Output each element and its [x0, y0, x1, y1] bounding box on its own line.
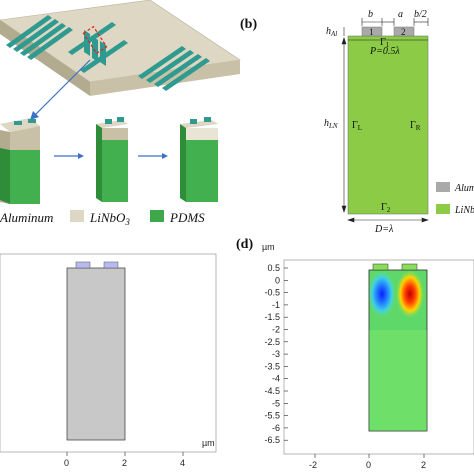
legend-b-aluminum-label: Alum: [454, 183, 474, 194]
electrode-2-label: 2: [401, 27, 406, 37]
gamma-l-label: ΓL: [352, 120, 362, 132]
field-electrode-1: [372, 263, 389, 271]
field-domain-outline: [368, 269, 428, 432]
field-lobe-positive: [396, 270, 424, 318]
y-tick-label-d: -5.5: [264, 411, 280, 421]
y-tick-label-d: 0.5: [267, 263, 280, 273]
y-axis-d: 0.5 0 -0.5 -1 -1.5 -2 -2.5 -3 -3.5 -4 -4.5 -5 -5.5 -6…: [264, 263, 288, 445]
legend-b-linbo-label: LiNb: [454, 205, 474, 216]
panel-b-schematic: (b) 1 2 b a b/2 hAl Γ1 P=0.5λ: [240, 9, 474, 235]
legend-linbo3-swatch: [70, 210, 84, 222]
linbo3-domain: [347, 35, 429, 215]
unit-cell-1: [0, 118, 40, 204]
x-tick-c-1: 2: [122, 458, 127, 468]
panel-c-mesh: 0 2 4 µm: [0, 253, 217, 468]
depth-label: D=λ: [374, 224, 394, 235]
y-tick-label-d: -1.5: [264, 312, 280, 322]
period-label: P=0.5λ: [369, 46, 400, 57]
legend-linbo3-label: LiNbO3: [89, 210, 130, 227]
zoom-arrow: [33, 59, 91, 117]
left-reflector: [6, 15, 73, 60]
gamma-1-label: Γ1: [380, 37, 390, 49]
electrode-1-label: 1: [369, 27, 374, 37]
dim-b2-label: b/2: [414, 9, 427, 20]
mesh-electrode-1: [75, 261, 91, 269]
h-ln-label: hLN: [324, 118, 338, 130]
x-axis-d: [314, 454, 425, 458]
step-arrowhead-1: [78, 153, 84, 159]
electrode-2: [393, 26, 415, 37]
panel-a-device: Aluminum LiNbO3 PDMS: [0, 0, 241, 227]
step-arrowhead-2: [162, 153, 168, 159]
d-dimension: [347, 217, 429, 223]
gamma-r-label: ΓR: [410, 120, 421, 132]
legend-aluminum-label: Aluminum: [0, 210, 53, 225]
x-tick-d-1: 0: [366, 460, 371, 470]
unit-cell-2: [96, 117, 128, 202]
y-tick-label-d: -1: [272, 300, 280, 310]
y-tick-label-d: 0: [275, 275, 280, 285]
y-tick-label-d: -0.5: [264, 288, 280, 298]
x-tick-d-2: 2: [421, 460, 426, 470]
legend-b-aluminum-swatch: [436, 182, 450, 192]
mesh-electrode-2: [103, 261, 119, 269]
x-tick-c-2: 4: [180, 458, 185, 468]
h-al-label: hAl: [326, 26, 337, 38]
gamma-2-label: Γ2: [381, 202, 391, 214]
panel-d-label: (d): [236, 237, 253, 252]
dim-b-label: b: [368, 9, 373, 20]
legend-b-linbo-swatch: [436, 204, 450, 214]
mesh-domain: [66, 267, 126, 441]
legend-pdms-swatch: [150, 210, 164, 222]
field-lobe-negative: [368, 270, 396, 318]
legend-a: Aluminum LiNbO3 PDMS: [0, 210, 205, 227]
x-tick-c-0: 0: [64, 458, 69, 468]
top-dimensions: [361, 18, 429, 26]
x-tick-d-0: -2: [309, 460, 317, 470]
zoom-arrowhead: [30, 111, 39, 120]
y-tick-label-d: -5: [272, 398, 280, 408]
idt-electrodes: [68, 22, 128, 73]
y-tick-label-d: -3.5: [264, 361, 280, 371]
y-tick-label-d: -2: [272, 325, 280, 335]
legend-pdms-label: PDMS: [169, 210, 205, 225]
field-electrode-2: [401, 263, 418, 271]
y-tick-label-d: -3: [272, 349, 280, 359]
y-tick-label-d: -2.5: [264, 337, 280, 347]
h-ln-dimension: [341, 37, 347, 213]
y-tick-label-d: -4: [272, 374, 280, 384]
y-tick-label-d: -6.5: [264, 435, 280, 445]
x-unit-c: µm: [202, 438, 215, 448]
field-domain-lower: [369, 330, 427, 431]
selection-box: [82, 25, 108, 55]
right-reflector: [138, 46, 210, 91]
panel-d-field: (d) µm 0.5 0 -0.5 -1 -1.5 -2 -2.5 -3 -3.5 -4 -4.5 -…: [236, 237, 474, 470]
electrode-1: [361, 26, 383, 37]
y-tick-label-d: -4.5: [264, 386, 280, 396]
y-unit-d: µm: [262, 242, 275, 252]
unit-cell-3: [180, 117, 218, 202]
dim-a-label: a: [398, 9, 403, 20]
x-axis-c: [66, 452, 184, 456]
y-tick-label-d: -6: [272, 423, 280, 433]
panel-b-label: (b): [240, 17, 257, 32]
